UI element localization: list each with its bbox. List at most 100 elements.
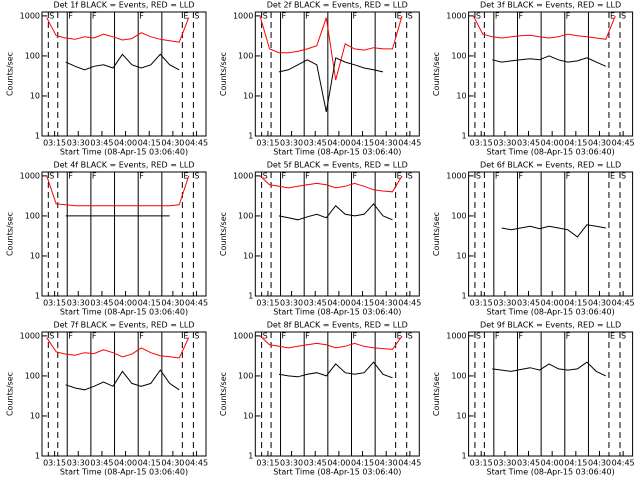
- event-marker-label: F: [92, 172, 97, 181]
- chart-title: Det 2f BLACK = Events, RED = LLD: [267, 1, 408, 10]
- y-axis-label: Counts/sec: [432, 212, 441, 256]
- y-tick-label: 10: [243, 251, 253, 260]
- series-line: [278, 57, 384, 112]
- y-tick-label: 10: [30, 411, 40, 420]
- x-tick-label: 04:30: [588, 459, 611, 468]
- y-tick-label: 100: [451, 211, 466, 220]
- y-tick-label: 1: [462, 132, 467, 141]
- y-tick-label: 10: [30, 251, 40, 260]
- y-tick-label: 1000: [20, 331, 40, 340]
- plot-frame: [254, 171, 420, 297]
- plot-frame: [254, 11, 420, 137]
- y-tick-label: 1: [462, 292, 467, 301]
- y-tick-label: 100: [25, 211, 40, 220]
- y-tick-label: 100: [238, 51, 253, 60]
- y-tick-label: 1000: [233, 171, 253, 180]
- x-tick-label: 03:45: [304, 459, 327, 468]
- x-tick-label: 03:30: [67, 299, 90, 308]
- y-tick-label: 1000: [20, 11, 40, 20]
- y-tick-label: 1: [462, 452, 467, 461]
- plot-frame: [41, 331, 207, 457]
- y-tick-label: 10: [456, 411, 466, 420]
- y-tick-label: 10: [243, 91, 253, 100]
- x-tick-label: 03:45: [517, 299, 540, 308]
- series-line: [259, 175, 403, 193]
- event-marker-label: F: [92, 332, 97, 341]
- y-tick-label: 1000: [446, 11, 466, 20]
- chart-title: Det 9f BLACK = Events, RED = LLD: [480, 321, 621, 330]
- x-tick-label: 03:30: [280, 299, 303, 308]
- y-axis-label: Counts/sec: [432, 52, 441, 96]
- chart-title: Det 1f BLACK = Events, RED = LLD: [53, 1, 194, 10]
- plot-frame: [254, 331, 420, 457]
- x-tick-label: 04:45: [612, 459, 635, 468]
- y-tick-label: 1000: [233, 11, 253, 20]
- x-tick-label: 03:45: [304, 299, 327, 308]
- event-marker-label: F: [68, 12, 73, 21]
- event-marker-label: F: [566, 172, 571, 181]
- x-tick-label: 03:30: [67, 459, 90, 468]
- event-marker-label: F: [282, 12, 287, 21]
- chart-title: Det 8f BLACK = Events, RED = LLD: [267, 321, 408, 330]
- x-axis-label: Start Time (08-Apr-15 03:06:40): [486, 468, 614, 477]
- x-tick-label: 03:30: [493, 459, 516, 468]
- x-tick-label: 04:15: [138, 139, 161, 148]
- y-tick-label: 1000: [446, 171, 466, 180]
- event-marker-label: F: [305, 172, 310, 181]
- event-marker-label: E: [610, 332, 615, 341]
- event-marker-label: F: [68, 172, 73, 181]
- x-tick-label: 04:00: [114, 139, 137, 148]
- series-line: [492, 55, 607, 67]
- x-tick-label: 04:45: [398, 299, 421, 308]
- x-tick-label: 04:15: [351, 139, 374, 148]
- event-marker-label: S: [49, 12, 54, 21]
- event-marker-label: F: [518, 172, 523, 181]
- event-marker-label: S: [263, 172, 268, 181]
- x-tick-label: 04:45: [398, 459, 421, 468]
- event-marker-label: S: [621, 12, 626, 21]
- event-marker-label: E: [397, 172, 402, 181]
- event-marker-label: F: [282, 332, 287, 341]
- x-tick-label: 03:15: [43, 459, 66, 468]
- x-tick-label: 03:15: [43, 139, 66, 148]
- x-tick-label: 04:15: [351, 299, 374, 308]
- event-marker-label: F: [68, 332, 73, 341]
- x-tick-label: 03:45: [517, 459, 540, 468]
- x-tick-label: 04:30: [161, 299, 184, 308]
- event-marker-label: S: [621, 172, 626, 181]
- x-tick-label: 04:00: [327, 299, 350, 308]
- y-tick-label: 10: [456, 91, 466, 100]
- x-tick-label: 03:30: [67, 139, 90, 148]
- event-marker-label: S: [263, 12, 268, 21]
- x-tick-label: 04:30: [375, 299, 398, 308]
- y-tick-label: 1000: [20, 171, 40, 180]
- x-axis-label: Start Time (08-Apr-15 03:06:40): [486, 308, 614, 317]
- event-marker-label: F: [352, 172, 357, 181]
- x-axis-label: Start Time (08-Apr-15 03:06:40): [273, 148, 401, 157]
- y-tick-label: 100: [238, 211, 253, 220]
- x-tick-label: 04:15: [564, 459, 587, 468]
- x-tick-label: 04:30: [588, 139, 611, 148]
- event-marker-label: F: [305, 12, 310, 21]
- x-tick-label: 04:30: [375, 139, 398, 148]
- x-tick-label: 04:15: [351, 459, 374, 468]
- y-tick-label: 10: [30, 91, 40, 100]
- x-tick-label: 04:15: [564, 299, 587, 308]
- x-tick-label: 04:45: [185, 459, 208, 468]
- event-marker-label: F: [139, 332, 144, 341]
- event-marker-label: S: [194, 332, 199, 341]
- event-marker-label: E: [183, 172, 188, 181]
- y-tick-label: 100: [25, 51, 40, 60]
- x-axis-label: Start Time (08-Apr-15 03:06:40): [486, 148, 614, 157]
- y-tick-label: 1: [248, 292, 253, 301]
- x-axis-label: Start Time (08-Apr-15 03:06:40): [60, 468, 188, 477]
- series-line: [501, 224, 606, 238]
- chart-title: Det 7f BLACK = Events, RED = LLD: [53, 321, 194, 330]
- y-axis-label: Counts/sec: [6, 52, 15, 96]
- event-marker-label: S: [476, 332, 481, 341]
- y-axis-label: Counts/sec: [6, 372, 15, 416]
- event-marker-label: S: [476, 12, 481, 21]
- event-marker-label: E: [183, 332, 188, 341]
- event-marker-label: E: [397, 12, 402, 21]
- event-marker-label: S: [194, 12, 199, 21]
